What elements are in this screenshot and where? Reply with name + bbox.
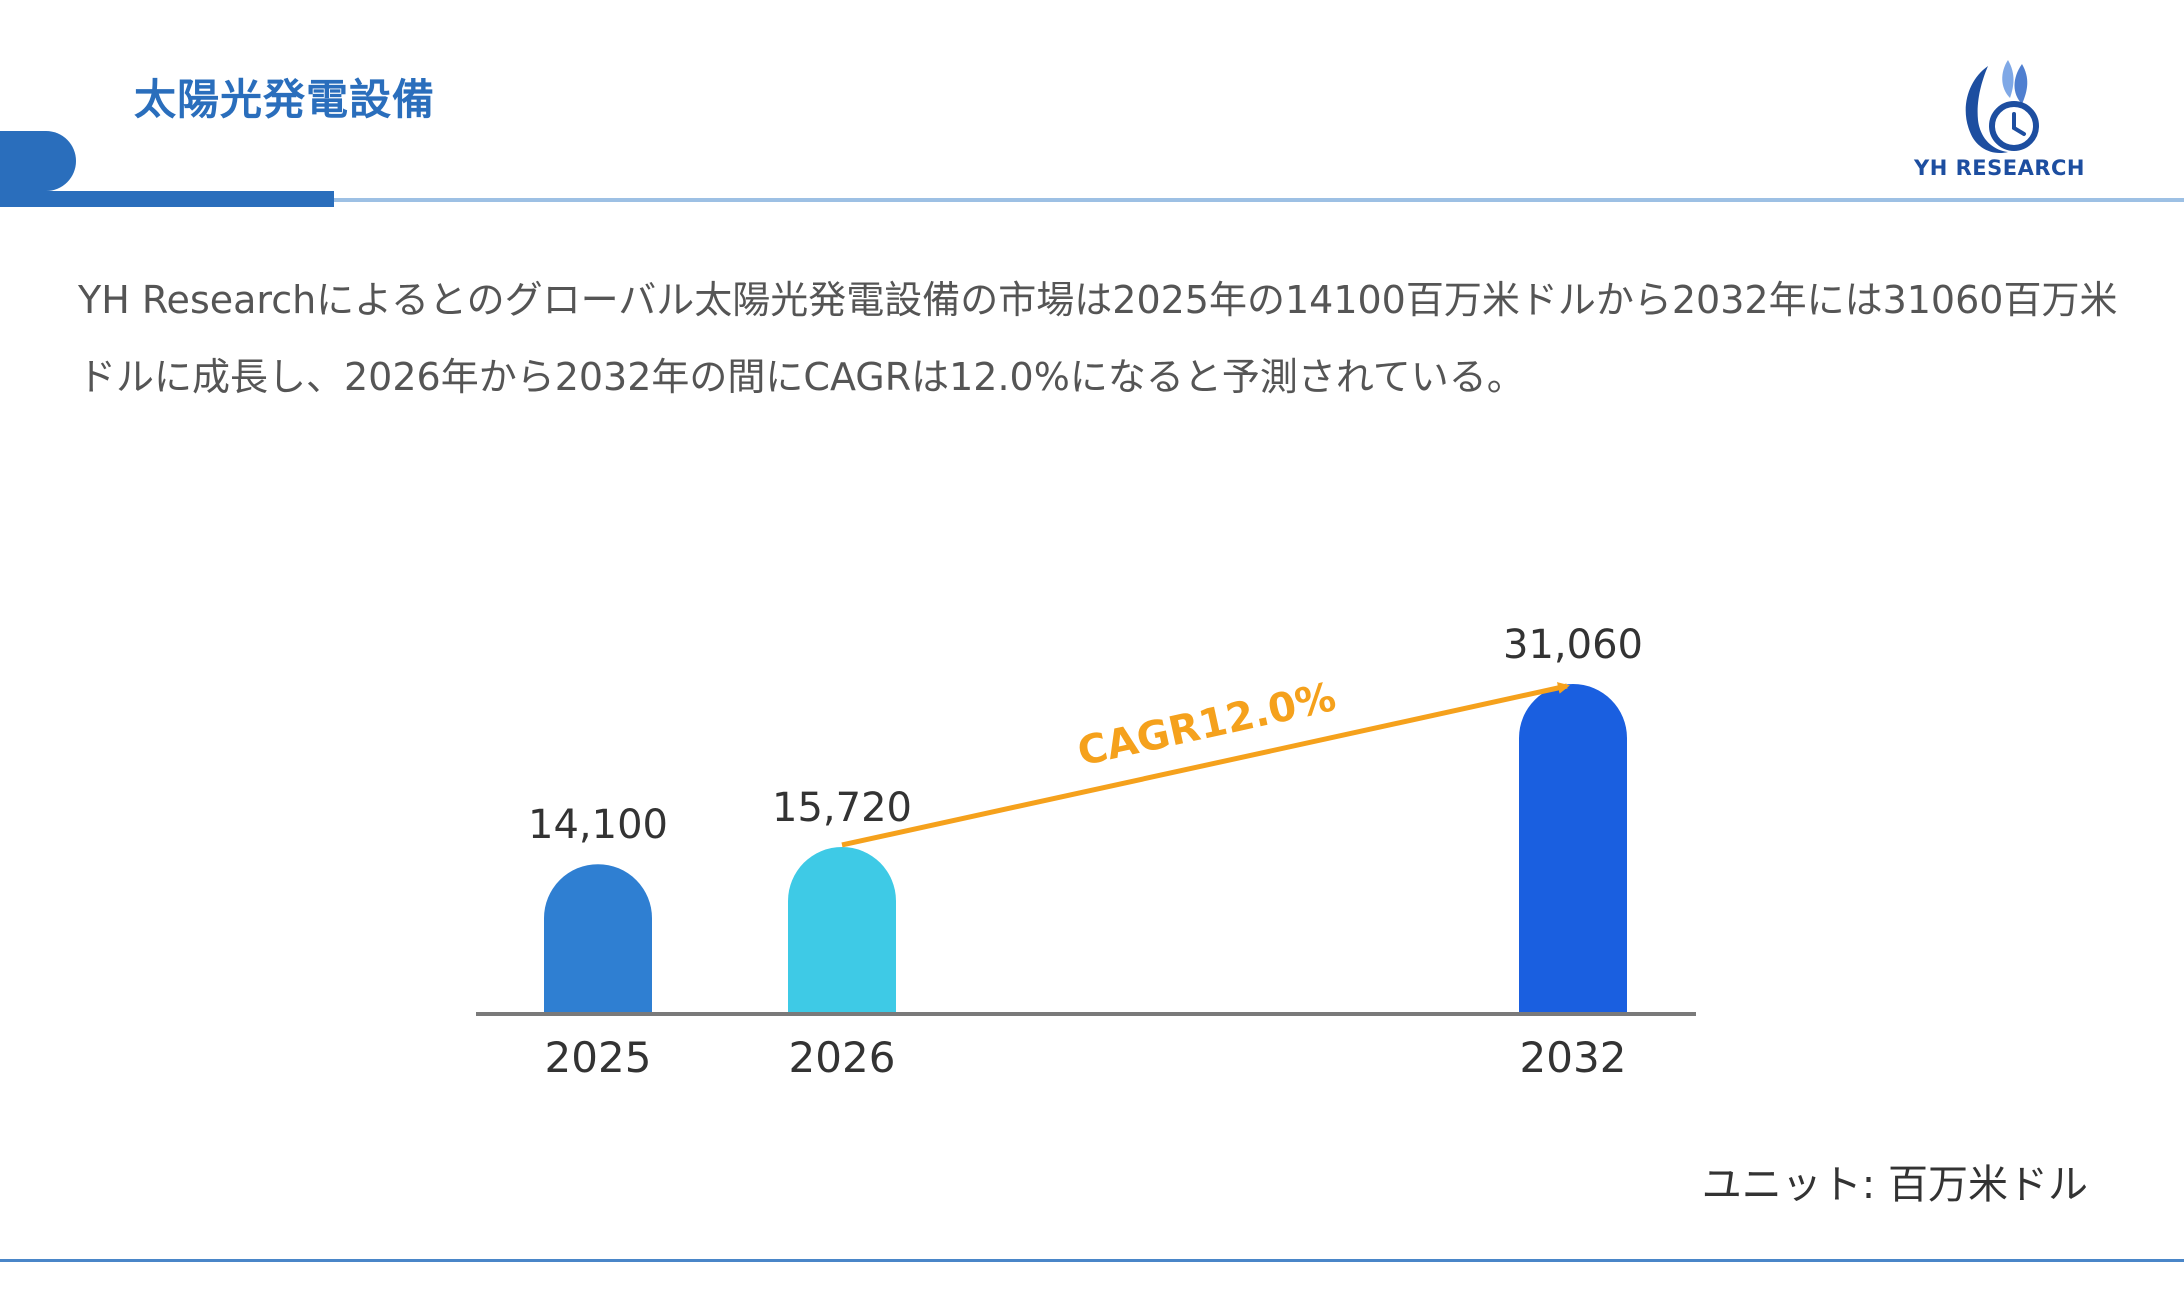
yh-research-logo-icon	[1965, 60, 2039, 154]
logo-text: YH RESEARCH	[1914, 156, 2085, 180]
bar-2025	[544, 864, 652, 1014]
value-label-2025: 14,100	[528, 802, 668, 848]
tick-label-2032: 2032	[1520, 1033, 1627, 1082]
market-description: YH Researchによるとのグローバル太陽光発電設備の市場は2025年の14…	[78, 278, 2118, 399]
value-label-2026: 15,720	[772, 785, 912, 831]
bar-2026	[788, 846, 896, 1014]
header-divider-thick	[0, 191, 334, 207]
bar-2032	[1519, 684, 1627, 1014]
cagr-annotation-label: CAGR12.0%	[1073, 674, 1339, 775]
unit-label: ユニット: 百万米ドル	[1701, 1162, 2088, 1208]
tick-label-2026: 2026	[789, 1033, 896, 1082]
header-divider-thin	[334, 198, 2184, 202]
footer-divider	[0, 1259, 2184, 1262]
tick-label-2025: 2025	[545, 1033, 652, 1082]
page-title: 太陽光発電設備	[134, 75, 436, 124]
cagr-arrow	[841, 682, 1570, 848]
value-label-2032: 31,060	[1503, 622, 1643, 668]
header-tab-decoration	[0, 131, 76, 191]
